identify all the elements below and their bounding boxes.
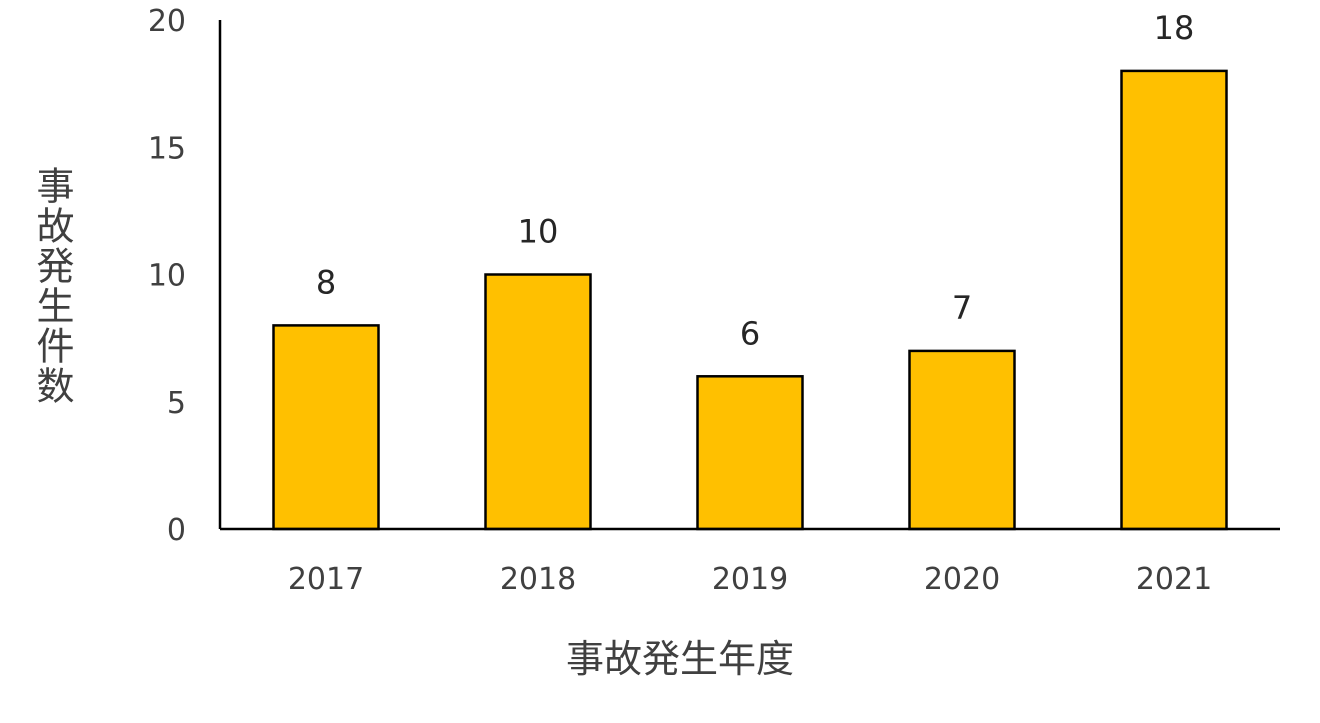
data-labels: 8 10 6 7 18 — [316, 9, 1195, 352]
x-axis: 2017 2018 2019 2020 2021 — [220, 527, 1280, 597]
data-label-2018: 10 — [518, 213, 559, 251]
x-tick-label-2021: 2021 — [1136, 562, 1212, 597]
bar-2017 — [272, 324, 380, 531]
y-tick-label-10: 10 — [148, 259, 186, 294]
x-axis-title: 事故発生年度 — [566, 637, 794, 681]
y-axis-title: 事故発生件数 — [30, 166, 74, 406]
bar-2020 — [908, 349, 1016, 531]
y-tick-label-20: 20 — [148, 4, 186, 39]
bars — [272, 69, 1228, 531]
x-tick-label-2020: 2020 — [924, 562, 1000, 597]
y-axis: 0 5 10 15 20 — [148, 4, 222, 548]
x-tick-label-2018: 2018 — [500, 562, 576, 597]
y-tick-label-5: 5 — [167, 386, 186, 421]
data-label-2020: 7 — [952, 289, 972, 327]
y-tick-label-15: 15 — [148, 131, 186, 166]
data-label-2019: 6 — [740, 314, 760, 352]
y-tick-label-0: 0 — [167, 513, 186, 548]
data-label-2017: 8 — [316, 263, 336, 301]
x-tick-label-2017: 2017 — [288, 562, 364, 597]
bar-2019 — [696, 375, 804, 531]
bar-2018 — [484, 273, 592, 531]
bar-2021 — [1120, 69, 1228, 531]
x-tick-label-2019: 2019 — [712, 562, 788, 597]
data-label-2021: 18 — [1154, 9, 1195, 47]
